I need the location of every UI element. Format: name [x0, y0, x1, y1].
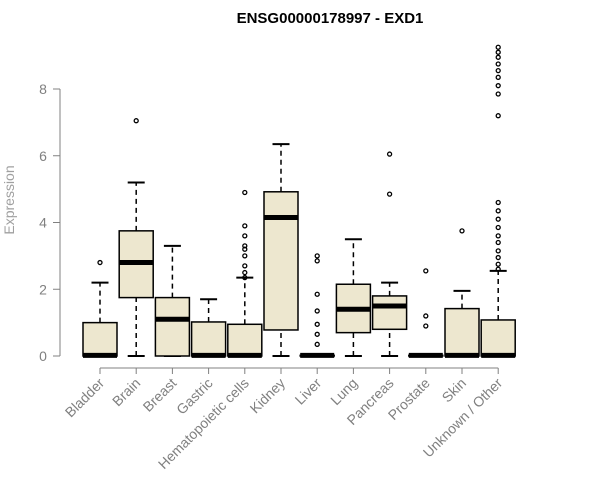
box-bladder	[82, 259, 118, 358]
outlier-point	[495, 224, 501, 231]
box-rect	[480, 319, 516, 357]
x-tick-label: Brain	[109, 375, 143, 409]
x-tick-label: Liver	[292, 375, 325, 408]
y-tick-label: 6	[39, 148, 47, 164]
outlier-point	[314, 321, 320, 327]
box-rect	[154, 296, 191, 357]
outlier-point	[495, 233, 501, 239]
box-lung	[335, 238, 372, 357]
outlier-point	[242, 246, 248, 252]
box-gastric	[190, 298, 227, 358]
box-hematopoietic-cells	[227, 189, 263, 358]
outlier-point	[495, 208, 501, 214]
x-tick-label: Breast	[140, 375, 180, 415]
outlier-point	[314, 308, 320, 314]
outlier-point	[495, 83, 501, 89]
box-rect	[227, 323, 263, 357]
x-tick-label: Bladder	[62, 375, 108, 421]
outlier-point	[242, 274, 248, 281]
outlier-point	[242, 233, 248, 239]
outlier-point	[495, 49, 501, 55]
box-rect	[444, 307, 480, 357]
y-axis: 0 2 4 6 8	[39, 81, 61, 364]
outlier-point	[495, 44, 501, 50]
outlier-point	[314, 341, 320, 347]
x-tick-label: Lung	[327, 375, 360, 408]
outlier-point	[495, 199, 501, 206]
outlier-point	[242, 189, 248, 196]
outlier-point	[495, 67, 501, 74]
outlier-point	[495, 61, 501, 67]
outlier-point	[423, 323, 429, 329]
chart-title: ENSG00000178997 - EXD1	[237, 10, 424, 27]
outlier-point	[386, 151, 393, 157]
outlier-point	[495, 54, 501, 60]
y-tick-label: 2	[39, 281, 47, 297]
y-axis-label: Expression	[1, 165, 17, 234]
outlier-point	[459, 228, 465, 234]
outlier-point	[314, 258, 320, 264]
outlier-point	[242, 269, 248, 276]
y-tick-label: 8	[39, 81, 47, 97]
y-tick-label: 0	[39, 348, 47, 364]
box-prostate	[408, 268, 444, 358]
outlier-point	[242, 223, 248, 229]
outlier-point	[495, 74, 501, 80]
outlier-point	[495, 254, 501, 261]
y-tick-label: 4	[39, 215, 47, 231]
outlier-point	[495, 91, 501, 97]
box-rect	[371, 295, 408, 331]
outlier-point	[495, 113, 501, 119]
x-tick-label: Skin	[439, 375, 470, 406]
outlier-point	[495, 216, 501, 222]
box-pancreas	[371, 151, 408, 357]
boxes-group	[82, 44, 516, 358]
outlier-point	[242, 253, 248, 259]
box-skin	[444, 228, 480, 358]
outlier-point	[314, 253, 320, 259]
box-rect	[82, 321, 118, 357]
box-rect	[263, 191, 299, 331]
box-rect	[190, 321, 227, 357]
outlier-point	[423, 268, 429, 274]
outlier-point	[242, 263, 248, 269]
outlier-point	[314, 291, 320, 297]
box-kidney	[263, 143, 299, 357]
box-unknown-other	[480, 44, 516, 358]
box-brain	[118, 118, 154, 357]
outlier-point	[495, 261, 501, 267]
box-breast	[154, 244, 191, 357]
outlier-point	[97, 259, 103, 266]
outlier-point	[386, 191, 393, 197]
outlier-point	[495, 248, 501, 254]
outlier-point	[495, 266, 501, 272]
outlier-point	[242, 243, 248, 249]
outlier-point	[314, 331, 320, 337]
outlier-point	[495, 239, 501, 246]
outlier-point	[423, 313, 429, 319]
x-tick-label: Kidney	[247, 375, 289, 417]
box-liver	[299, 253, 335, 358]
outlier-point	[133, 118, 139, 124]
